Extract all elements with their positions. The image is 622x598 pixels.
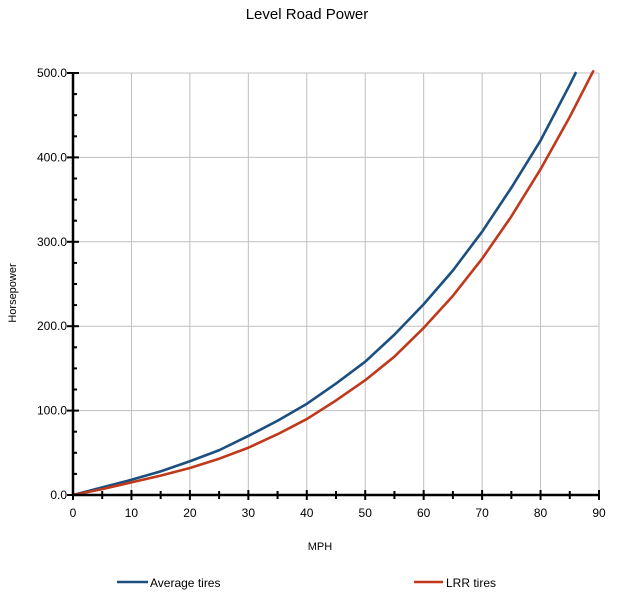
y-tick-label: 100.0 bbox=[37, 404, 67, 418]
series-line-1 bbox=[71, 71, 577, 497]
x-tick-label: 70 bbox=[475, 506, 489, 520]
y-tick-label: 0.0 bbox=[50, 488, 67, 502]
axes bbox=[67, 72, 600, 500]
legend-label-1: Average tires bbox=[150, 576, 220, 590]
x-tick-label: 0 bbox=[70, 506, 77, 520]
x-tick-label: 50 bbox=[359, 506, 373, 520]
series-line-2 bbox=[71, 70, 595, 497]
y-tick-label: 400.0 bbox=[37, 150, 67, 164]
x-tick-label: 60 bbox=[417, 506, 431, 520]
y-tick-label: 200.0 bbox=[37, 319, 67, 333]
x-tick-label: 90 bbox=[592, 506, 606, 520]
y-tick-label: 300.0 bbox=[37, 235, 67, 249]
x-tick-label: 80 bbox=[534, 506, 548, 520]
x-tick-label: 30 bbox=[242, 506, 256, 520]
y-tick-label: 500.0 bbox=[37, 66, 67, 80]
legend-label-2: LRR tires bbox=[446, 576, 496, 590]
x-tick-label: 10 bbox=[125, 506, 139, 520]
series-lines bbox=[71, 70, 595, 497]
grid bbox=[72, 72, 600, 496]
x-tick-label: 40 bbox=[300, 506, 314, 520]
chart-title: Level Road Power bbox=[246, 6, 369, 23]
legend: Average tires LRR tires bbox=[117, 576, 496, 590]
x-tick-label: 20 bbox=[183, 506, 197, 520]
x-axis-label: MPH bbox=[308, 541, 333, 553]
y-axis-label: Horsepower bbox=[7, 263, 19, 323]
tick-labels: 0 10 20 30 40 50 60 70 80 90 0.0 100.0 200.0 300.0 400… bbox=[37, 66, 606, 520]
